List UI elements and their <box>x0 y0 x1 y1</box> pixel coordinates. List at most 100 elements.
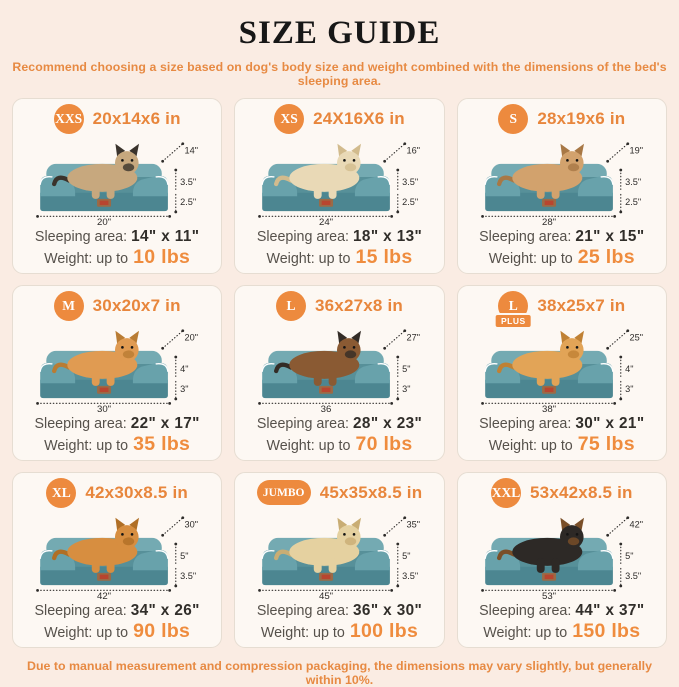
size-card: XL 42x30x8.5 in <box>12 471 223 648</box>
diagonal-width-label: 27" <box>407 332 420 342</box>
dimension-annotations: 30" 5" 3.5" 42" <box>36 516 198 600</box>
base-height-label: 3" <box>180 384 188 394</box>
sleeping-area-label: Sleeping area: <box>34 228 128 245</box>
bolster-height-label: 3.5" <box>180 177 196 187</box>
diagonal-width-label: 19" <box>629 145 642 155</box>
pet-figure <box>496 143 584 199</box>
sleeping-area-value: 34" x 26" <box>130 601 200 619</box>
size-badge: M <box>53 290 84 321</box>
bed-length-label: 30" <box>97 404 111 413</box>
size-badge-label: XL <box>51 484 71 500</box>
bed-illustration: 20" 4" 3" 30" <box>36 329 198 413</box>
size-badge: XS <box>274 103 305 134</box>
sleeping-area-value: 28" x 23" <box>353 414 423 432</box>
bed-illustration: 25" 4" 3" 38" <box>480 329 643 413</box>
sleeping-area-label: Sleeping area: <box>34 602 127 619</box>
size-grid: XXS 20x14x6 in <box>12 97 667 648</box>
dimension-annotations: 16" 3.5" 2.5" 24" <box>258 142 420 226</box>
bed-length-label: 20" <box>97 217 111 226</box>
size-badge-label: JUMBO <box>262 486 305 499</box>
dimension-annotations: 27" 5" 3" 36 <box>258 329 420 413</box>
footer-note: Due to manual measurement and compressio… <box>27 658 652 687</box>
size-card: JUMBO 45x35x8.5 in <box>234 471 445 648</box>
sleeping-area-label: Sleeping area: <box>34 415 127 432</box>
weight-label: Weight: up to <box>488 437 573 454</box>
weight-line: Weight: up to 100 lbs <box>261 620 418 643</box>
page-title: SIZE GUIDE <box>238 15 441 51</box>
base-height-label: 3" <box>402 384 410 394</box>
weight-value: 75 lbs <box>577 432 635 455</box>
bed-length-label: 45" <box>319 591 333 600</box>
diagonal-width-label: 16" <box>407 145 420 155</box>
sleeping-area-value: 36" x 30" <box>353 601 423 619</box>
sleeping-area-line: Sleeping area: 22" x 17" <box>34 415 199 433</box>
sleeping-area-value: 44" x 37" <box>575 601 645 619</box>
card-header: XXS 20x14x6 in <box>53 103 181 134</box>
dimension-annotations: 42" 5" 3.5" 53" <box>480 516 643 600</box>
dimension-heading: 45x35x8.5 in <box>319 482 423 502</box>
dimension-annotations: 19" 3.5" 2.5" 28" <box>480 142 643 226</box>
size-badge: XXL <box>491 477 522 508</box>
weight-line: Weight: up to 75 lbs <box>489 433 635 456</box>
weight-line: Weight: up to 150 lbs <box>483 620 640 643</box>
weight-value: 10 lbs <box>133 245 191 268</box>
sleeping-area-line: Sleeping area: 44" x 37" <box>479 602 644 620</box>
base-height-label: 2.5" <box>402 197 418 207</box>
sleeping-area-value: 18" x 13" <box>353 227 423 245</box>
weight-value: 150 lbs <box>572 619 641 642</box>
bolster-height-label: 4" <box>625 364 633 374</box>
bolster-height-label: 5" <box>625 551 633 561</box>
dimension-heading: 42x30x8.5 in <box>85 482 188 502</box>
bolster-height-label: 5" <box>402 551 410 561</box>
sleeping-area-value: 22" x 17" <box>130 414 200 432</box>
sleeping-area-line: Sleeping area: 21" x 15" <box>479 228 644 246</box>
bed-illustration: 16" 3.5" 2.5" 24" <box>258 142 420 226</box>
weight-label: Weight: up to <box>266 437 351 454</box>
card-header: M 30x20x7 in <box>53 290 181 321</box>
bolster-height-label: 4" <box>180 364 188 374</box>
size-card: XXL 53x42x8.5 in <box>456 471 667 648</box>
weight-value: 70 lbs <box>355 432 413 455</box>
sleeping-area-value: 14" x 11" <box>131 227 200 245</box>
size-badge-label: XXS <box>55 110 83 126</box>
size-card: L PLUS 38x25x7 in <box>456 284 667 461</box>
base-height-label: 2.5" <box>625 197 641 207</box>
dimension-heading: 38x25x7 in <box>537 295 626 315</box>
weight-label: Weight: up to <box>488 250 573 267</box>
weight-value: 100 lbs <box>349 619 419 642</box>
card-header: JUMBO 45x35x8.5 in <box>256 478 423 508</box>
card-header: L PLUS 38x25x7 in <box>493 290 626 329</box>
pet-figure <box>274 330 362 386</box>
card-header: L 36x27x8 in <box>275 290 403 321</box>
size-badge: XXS <box>53 103 84 134</box>
size-badge: S <box>498 103 529 134</box>
size-badge-label: XS <box>280 110 298 126</box>
diagonal-width-label: 25" <box>629 332 642 342</box>
sleeping-area-label: Sleeping area: <box>479 415 572 432</box>
sleeping-area-line: Sleeping area: 34" x 26" <box>34 602 199 620</box>
size-card: XS 24X16X6 in <box>234 97 445 274</box>
size-badge: XL <box>46 477 77 508</box>
sleeping-area-value: 30" x 21" <box>575 414 645 432</box>
weight-line: Weight: up to 10 lbs <box>44 246 190 269</box>
size-badge-label: L <box>508 297 518 313</box>
bolster-height-label: 3.5" <box>625 177 641 187</box>
dimension-heading: 53x42x8.5 in <box>530 482 633 502</box>
weight-line: Weight: up to 25 lbs <box>489 246 635 269</box>
size-badge-label: XXL <box>491 484 521 500</box>
base-height-label: 3.5" <box>402 571 418 581</box>
weight-label: Weight: up to <box>266 250 351 267</box>
diagonal-width-label: 30" <box>185 519 198 529</box>
card-header: XS 24X16X6 in <box>274 103 405 134</box>
sleeping-area-label: Sleeping area: <box>256 415 350 432</box>
sleeping-area-label: Sleeping area: <box>256 602 350 619</box>
diagonal-width-label: 35" <box>407 519 420 529</box>
card-header: XL 42x30x8.5 in <box>46 477 188 508</box>
diagonal-width-label: 42" <box>629 519 642 529</box>
base-height-label: 3.5" <box>180 571 196 581</box>
dimension-annotations: 20" 4" 3" 30" <box>36 329 198 413</box>
weight-line: Weight: up to 35 lbs <box>44 433 190 456</box>
size-card: L 36x27x8 in <box>234 284 445 461</box>
weight-value: 90 lbs <box>133 619 191 642</box>
